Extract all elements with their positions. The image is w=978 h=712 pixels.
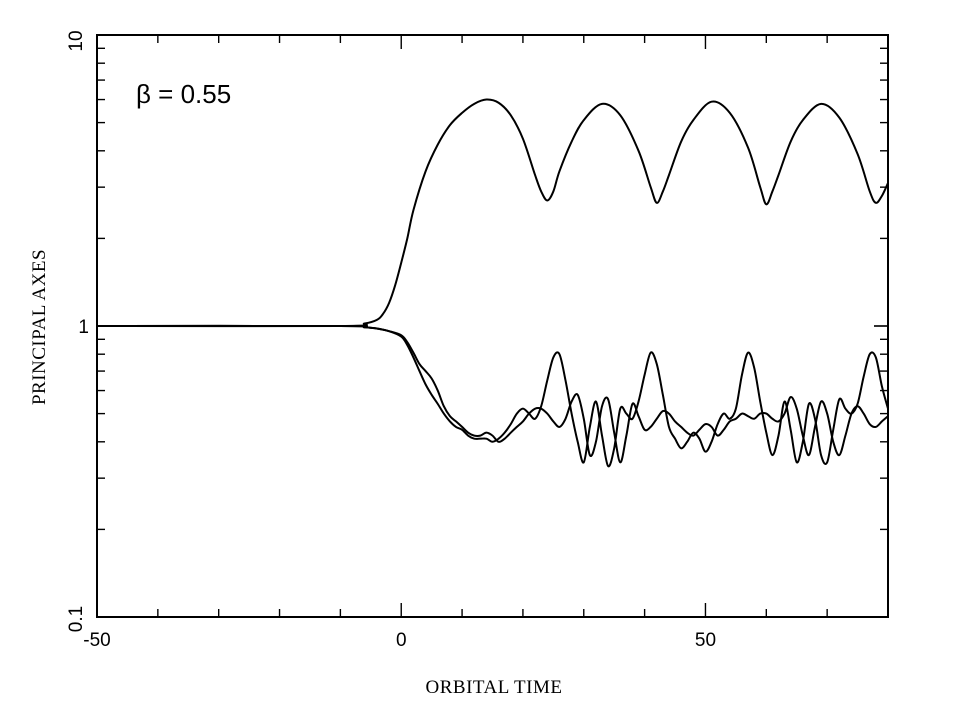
x-axis-title: ORBITAL TIME [426, 677, 563, 698]
y-tick-label-10: 10 [66, 30, 87, 51]
series-line-2 [96, 324, 889, 468]
series-line-1 [96, 98, 889, 328]
y-axis-title: PRINCIPAL AXES [29, 249, 50, 405]
beta-annotation: β = 0.55 [136, 79, 231, 109]
y-tick-label-0-1: 0.1 [66, 606, 87, 632]
x-tick-label-0: 0 [396, 630, 407, 651]
series-layer [96, 98, 889, 468]
series-line-3 [96, 324, 889, 464]
x-tick-label-minus-50: -50 [83, 630, 110, 651]
plot-frame [96, 34, 889, 618]
y-tick-label-1: 1 [78, 317, 89, 338]
x-tick-label-50: 50 [695, 630, 716, 651]
